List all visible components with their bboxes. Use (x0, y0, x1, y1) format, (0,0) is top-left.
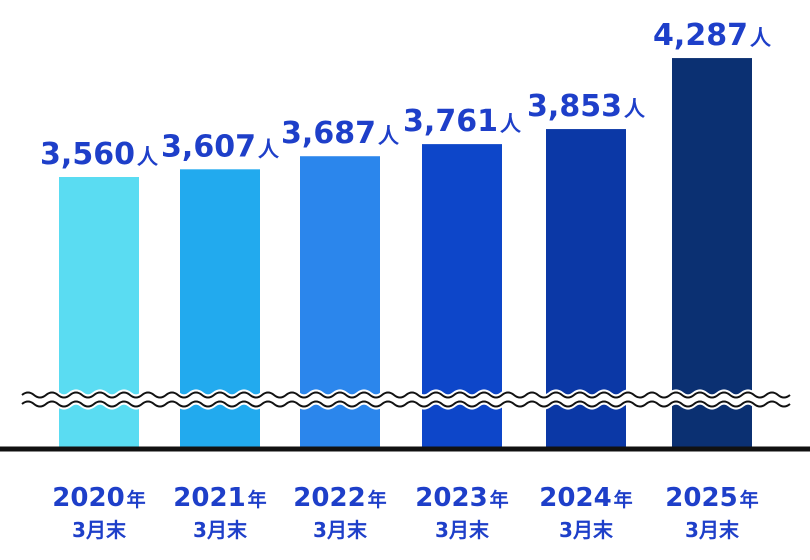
x-tick-sub-2021: 3月末 (193, 518, 248, 542)
value-label-2021: 3,607人 (161, 129, 279, 164)
x-tick-year-2020: 2020 年 (52, 483, 145, 513)
x-tick-year-2024: 2024 年 (539, 483, 632, 513)
x-tick-year-2023: 2023 年 (415, 483, 508, 513)
value-label-2025: 4,287人 (653, 18, 771, 53)
axis-break-mark (20, 389, 792, 410)
value-label-2023: 3,761人 (403, 104, 521, 139)
value-label-2022: 3,687人 (281, 116, 399, 151)
x-tick-sub-2020: 3月末 (72, 518, 127, 542)
x-tick-year-2021: 2021 年 (173, 483, 266, 513)
x-tick-sub-2022: 3月末 (313, 518, 368, 542)
value-label-2024: 3,853人 (527, 89, 645, 124)
value-label-2020: 3,560人 (40, 137, 158, 172)
x-tick-sub-2024: 3月末 (559, 518, 614, 542)
bar-2025 (672, 58, 752, 447)
x-tick-year-2025: 2025 年 (665, 483, 758, 513)
x-tick-sub-2025: 3月末 (685, 518, 740, 542)
x-tick-year-2022: 2022 年 (293, 483, 386, 513)
x-tick-sub-2023: 3月末 (435, 518, 490, 542)
